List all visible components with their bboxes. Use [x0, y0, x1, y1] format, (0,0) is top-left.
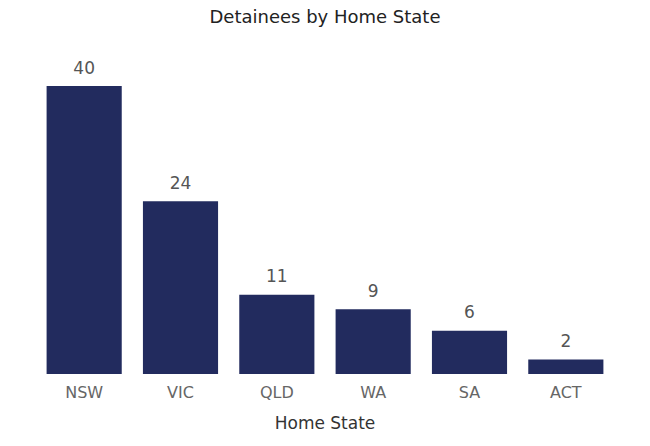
svg-text:6: 6 — [464, 302, 475, 322]
svg-text:11: 11 — [266, 266, 288, 286]
svg-text:WA: WA — [360, 383, 386, 402]
svg-text:Home State: Home State — [275, 413, 376, 433]
svg-text:QLD: QLD — [260, 383, 294, 402]
svg-text:9: 9 — [368, 281, 379, 301]
svg-text:24: 24 — [170, 173, 192, 193]
svg-text:ACT: ACT — [550, 383, 582, 402]
svg-text:VIC: VIC — [167, 383, 194, 402]
svg-text:Detainees by Home State: Detainees by Home State — [209, 6, 440, 27]
svg-text:NSW: NSW — [65, 383, 103, 402]
svg-text:40: 40 — [73, 58, 95, 78]
svg-text:SA: SA — [459, 383, 480, 402]
svg-text:2: 2 — [560, 331, 571, 351]
